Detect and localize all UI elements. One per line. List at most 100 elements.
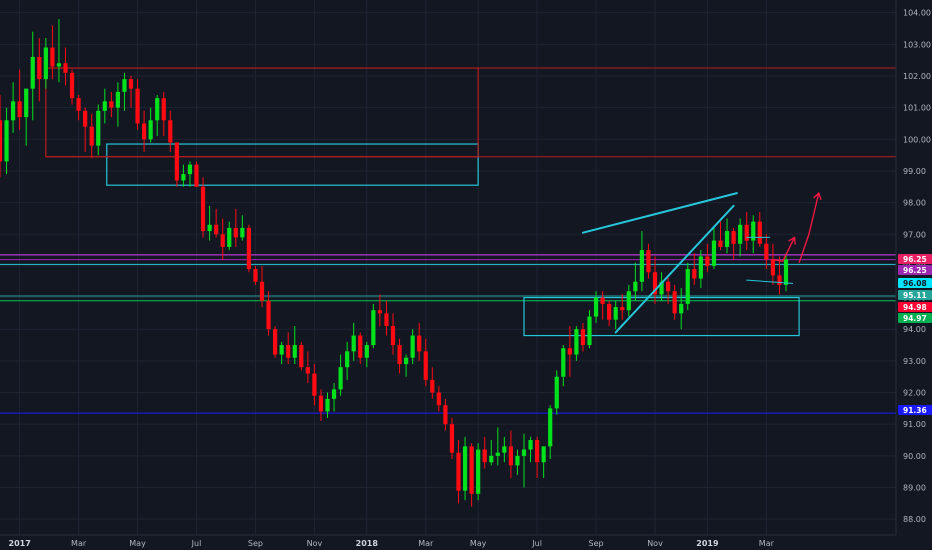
candle-body xyxy=(102,101,107,111)
candle-body xyxy=(161,98,166,121)
candle-body xyxy=(521,449,527,456)
candle-body xyxy=(626,291,631,311)
time-tick-label: 2017 xyxy=(9,539,31,548)
candle-body xyxy=(30,56,35,89)
candle-body xyxy=(279,345,284,355)
candle-body xyxy=(128,79,134,89)
candle-body xyxy=(469,446,474,494)
time-tick-label: Mar xyxy=(71,539,87,548)
price-tick-label: 91.00 xyxy=(903,420,926,429)
time-tick-label: Mar xyxy=(759,539,775,548)
candle-body xyxy=(417,335,422,352)
candle-body xyxy=(227,227,232,247)
price-tick-label: 89.00 xyxy=(903,484,926,493)
time-tick-label: Jul xyxy=(191,539,202,548)
candle-body xyxy=(476,449,481,494)
candle-body xyxy=(404,357,409,365)
candle-body xyxy=(711,240,717,266)
candle-body xyxy=(757,221,762,244)
candle-body xyxy=(698,256,703,279)
candle-body xyxy=(331,389,337,399)
candle-body xyxy=(744,224,749,241)
candle-body xyxy=(764,243,769,260)
candle-body xyxy=(220,234,225,247)
candle-body xyxy=(4,120,9,162)
trend-line xyxy=(746,279,794,284)
candle-body xyxy=(43,47,48,80)
arrow-path xyxy=(798,192,820,263)
candle-body xyxy=(561,348,566,377)
zone-rectangle xyxy=(106,143,479,186)
arrow-path xyxy=(772,237,796,262)
candle-body xyxy=(286,345,291,358)
candle-body xyxy=(607,303,612,320)
candle-body xyxy=(449,424,455,453)
candle-body xyxy=(174,142,179,181)
candle-body xyxy=(738,224,743,244)
candle-body xyxy=(535,440,540,463)
candle-body xyxy=(109,101,114,108)
candle-body xyxy=(731,231,736,244)
candle-body xyxy=(495,452,500,456)
time-axis[interactable]: 2017 Mar May Jul Sep Nov 2018 Mar May Jul Sep Nov 20… xyxy=(9,539,775,548)
zone-rectangles xyxy=(45,67,800,337)
candles xyxy=(0,18,789,507)
candle-body xyxy=(567,348,572,355)
candle-body xyxy=(63,63,68,73)
price-badge xyxy=(898,254,932,264)
candle-body xyxy=(246,227,251,270)
candle-body xyxy=(69,72,75,99)
candle-body xyxy=(299,345,304,368)
candle-body xyxy=(358,335,363,358)
candle-body xyxy=(423,351,428,380)
candle-body xyxy=(410,335,415,358)
time-tick-label: 2019 xyxy=(696,539,719,548)
candle-body xyxy=(443,405,448,425)
candle-body xyxy=(541,446,546,463)
time-tick-label: Nov xyxy=(307,539,323,548)
candle-body xyxy=(528,440,533,450)
candle-body xyxy=(633,281,638,292)
horizontal-levels xyxy=(0,67,896,414)
candle-body xyxy=(666,281,671,292)
price-badge-label: 91.36 xyxy=(903,406,927,415)
candle-body xyxy=(273,329,278,355)
price-tick-label: 88.00 xyxy=(903,515,926,524)
candle-body xyxy=(456,452,461,491)
price-badge xyxy=(898,278,932,288)
candle-body xyxy=(384,313,389,327)
candle-body xyxy=(489,455,494,463)
candle-body xyxy=(312,373,317,396)
candle-body xyxy=(259,281,265,301)
candle-body xyxy=(11,101,16,121)
candle-body xyxy=(751,221,756,241)
candle-body xyxy=(508,446,513,466)
candle-body xyxy=(351,335,356,352)
candle-body xyxy=(292,345,297,358)
candle-body xyxy=(0,120,3,162)
time-tick-label: Sep xyxy=(248,539,263,548)
candle-body xyxy=(672,291,677,314)
price-tick-label: 98.00 xyxy=(903,199,926,208)
price-tick-label: 101.00 xyxy=(903,104,931,113)
candle-body xyxy=(620,307,625,311)
price-badges: 96.25 96.25 96.08 95.11 94.98 94.97 91.36 xyxy=(898,254,932,415)
time-tick-label: 2018 xyxy=(356,539,379,548)
candle-body xyxy=(580,329,586,346)
price-axis[interactable]: 104.00 103.00 102.00 101.00 100.00 99.00 98.00… xyxy=(903,9,931,525)
price-badge-label: 94.98 xyxy=(903,303,927,312)
price-tick-label: 93.00 xyxy=(903,357,926,366)
price-tick-label: 94.00 xyxy=(903,325,926,334)
candle-body xyxy=(207,224,212,232)
price-badge xyxy=(898,313,932,323)
projection-arrows xyxy=(772,191,822,263)
candle-body xyxy=(135,88,140,124)
zone-rectangle xyxy=(45,67,479,158)
candle-body xyxy=(685,269,690,304)
candle-body xyxy=(200,186,206,232)
candle-body xyxy=(436,392,441,406)
candle-body xyxy=(377,310,382,314)
price-badge-label: 94.97 xyxy=(903,314,927,323)
candle-body xyxy=(770,259,775,276)
